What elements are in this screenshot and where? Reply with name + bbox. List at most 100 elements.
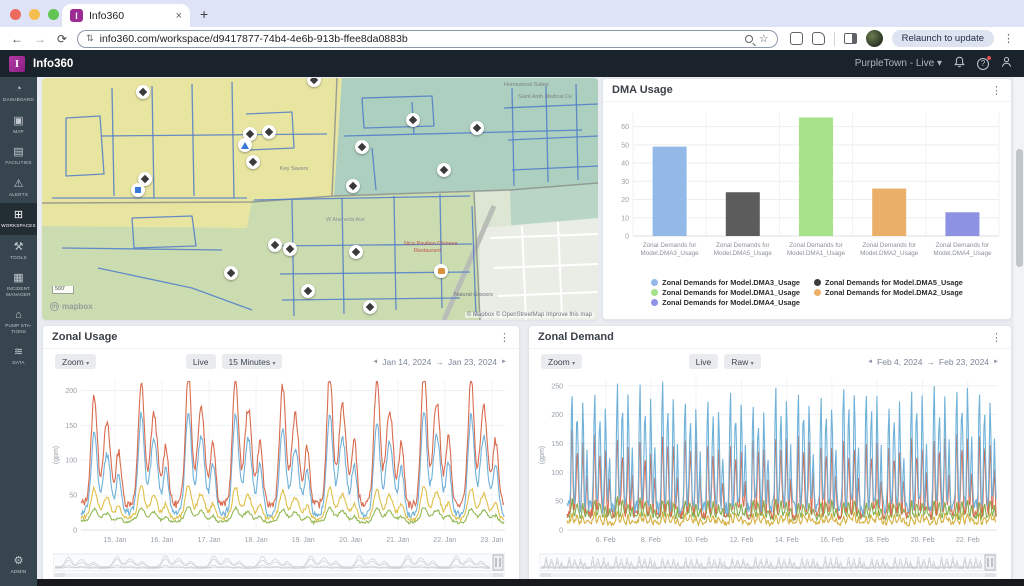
map-marker[interactable]: [136, 85, 150, 99]
sidebar-item-data[interactable]: ≋ DATA: [0, 340, 37, 372]
dma-legend-item[interactable]: Zonal Demands for Model.DMA5_Usage: [814, 278, 963, 287]
dma-legend-item[interactable]: Zonal Demands for Model.DMA4_Usage: [651, 298, 800, 307]
map-marker[interactable]: [307, 78, 321, 87]
demand-live-button[interactable]: Live: [688, 354, 719, 369]
map-marker[interactable]: [406, 113, 420, 127]
dma-legend-item[interactable]: Zonal Demands for Model.DMA1_Usage: [651, 288, 800, 297]
demand-zoom-dropdown[interactable]: Zoom ▾: [541, 354, 583, 369]
map-marker[interactable]: [224, 266, 238, 280]
demand-next-icon[interactable]: ►: [993, 358, 999, 365]
browser-tabstrip: I Info360 × +: [0, 0, 1024, 27]
map-marker[interactable]: [301, 284, 315, 298]
new-tab-button[interactable]: +: [200, 6, 209, 22]
sidebar-item-admin[interactable]: ⚙ ADMIN: [0, 549, 37, 581]
valve-diamond-icon: [408, 115, 418, 125]
mapbox-logo[interactable]: m mapbox: [50, 302, 93, 311]
map-marker-tri[interactable]: [238, 138, 252, 152]
navigator-handle: [984, 554, 996, 571]
bookmark-star-icon[interactable]: ☆: [758, 33, 769, 45]
reload-icon[interactable]: ⟳: [57, 31, 68, 46]
notifications-bell-icon[interactable]: [954, 56, 965, 71]
sidebar-item-workspaces[interactable]: ⊞ WORKSPACES: [0, 203, 37, 235]
back-icon[interactable]: ←: [11, 31, 23, 46]
sidebar-item-dashboard[interactable]: ◔ DASHBOARD: [0, 77, 37, 109]
dma-legend-item[interactable]: Zonal Demands for Model.DMA3_Usage: [651, 278, 800, 287]
map-marker[interactable]: [363, 300, 377, 314]
map-marker[interactable]: [355, 140, 369, 154]
map-marker[interactable]: [346, 179, 360, 193]
browser-tab[interactable]: I Info360 ×: [62, 4, 190, 27]
usage-line-chart[interactable]: 0 50 100 150 200 15. Jan 16. Jan 17. Jan 18. Jan…: [49, 374, 511, 546]
sidebar-item-incident-manager[interactable]: ▦ INCIDENT MANAGER: [0, 266, 37, 303]
tab-close-icon[interactable]: ×: [175, 9, 182, 22]
minimize-window-button[interactable]: [29, 9, 40, 20]
dma-legend-item[interactable]: Zonal Demands for Model.DMA2_Usage: [814, 288, 963, 297]
tab-title: Info360: [89, 9, 125, 22]
app-header: I Info360 PurpleTown - Live ▾ ?: [0, 50, 1024, 77]
map-marker[interactable]: [470, 121, 484, 135]
svg-text:Zonal Demands for: Zonal Demands for: [789, 242, 843, 249]
sidebar-item-facilities[interactable]: ▤ FACILITIES: [0, 140, 37, 172]
browser-menu-icon[interactable]: ⋮: [1003, 33, 1014, 45]
map-marker[interactable]: [437, 163, 451, 177]
extension-icon-1[interactable]: [789, 32, 803, 45]
map-marker[interactable]: [349, 245, 363, 259]
svg-text:(gpm): (gpm): [53, 446, 60, 464]
map-marker[interactable]: [243, 127, 257, 141]
close-window-button[interactable]: [10, 9, 21, 20]
map-place-label: Homewood Suites: [504, 82, 549, 88]
usage-navigator[interactable]: [52, 553, 506, 577]
page-scrollbar-thumb[interactable]: [1015, 149, 1023, 267]
demand-prev-icon[interactable]: ◄: [867, 358, 874, 365]
map-marker[interactable]: [283, 242, 297, 256]
side-panel-icon[interactable]: [843, 33, 857, 44]
demand-date-range[interactable]: ◄ Feb 4, 2024 → Feb 23, 2024 ►: [867, 356, 999, 367]
usage-date-range[interactable]: ◄ Jan 14, 2024 → Jan 23, 2024 ►: [372, 356, 507, 367]
dma-panel-menu-icon[interactable]: ⋮: [991, 84, 1002, 97]
svg-text:Model.DMA1_Usage: Model.DMA1_Usage: [787, 250, 846, 257]
map-marker-sq[interactable]: [131, 183, 145, 197]
map-marker[interactable]: [246, 155, 260, 169]
map-attribution[interactable]: © Mapbox © OpenStreetMap Improve this ma…: [464, 312, 594, 318]
map-marker-tank[interactable]: [434, 264, 448, 278]
demand-line-chart[interactable]: 0 50 100 150 200 250 6. Feb 8. Feb 10. Feb 12. Fe…: [535, 374, 1003, 546]
svg-text:16. Jan: 16. Jan: [150, 537, 173, 544]
bottom-strip: [37, 579, 1024, 586]
map-marker[interactable]: [268, 238, 282, 252]
valve-diamond-icon: [472, 123, 482, 133]
usage-zoom-dropdown[interactable]: Zoom ▾: [55, 354, 97, 369]
sidebar-item-pump-sta-tions[interactable]: ⌂ PUMP STA- TIONS: [0, 303, 37, 340]
zoom-page-icon[interactable]: [744, 34, 753, 43]
map-canvas[interactable]: Homewood Suites Saint Anth Medical Ce Key …: [42, 78, 598, 320]
legend-dot-icon: [651, 299, 659, 306]
sensor-triangle-icon: [241, 141, 249, 149]
profile-avatar[interactable]: [865, 30, 883, 47]
help-icon[interactable]: ?: [977, 55, 991, 70]
window-controls[interactable]: [10, 9, 59, 20]
url-bar[interactable]: ⇅ info360.com/workspace/d9417877-74b4-4e…: [77, 29, 778, 48]
usage-next-icon[interactable]: ►: [501, 358, 507, 365]
site-settings-icon[interactable]: ⇅: [86, 33, 94, 43]
demand-navigator[interactable]: [538, 553, 998, 577]
url-text[interactable]: info360.com/workspace/d9417877-74b4-4e6b…: [99, 32, 408, 45]
workspace-selector[interactable]: PurpleTown - Live ▾: [854, 58, 942, 69]
relaunch-button[interactable]: Relaunch to update: [891, 30, 994, 47]
sidebar-item-alerts[interactable]: ⚠ ALERTS: [0, 172, 37, 204]
map-marker[interactable]: [138, 172, 152, 186]
map-marker[interactable]: [262, 125, 276, 139]
usage-prev-icon[interactable]: ◄: [372, 358, 379, 365]
svg-text:100: 100: [65, 458, 77, 465]
forward-icon[interactable]: →: [34, 31, 46, 46]
usage-panel-menu-icon[interactable]: ⋮: [499, 331, 510, 344]
page-scrollbar[interactable]: [1014, 77, 1024, 579]
sidebar-item-tools[interactable]: ⚒ TOOLS: [0, 235, 37, 267]
user-icon[interactable]: [1001, 56, 1012, 71]
demand-panel-menu-icon[interactable]: ⋮: [991, 331, 1002, 344]
sidebar-item-map[interactable]: ▣ MAP: [0, 109, 37, 141]
usage-interval-dropdown[interactable]: 15 Minutes ▾: [221, 354, 283, 369]
extension-icon-2[interactable]: [811, 32, 825, 45]
demand-interval-dropdown[interactable]: Raw ▾: [724, 354, 761, 369]
usage-live-button[interactable]: Live: [185, 354, 216, 369]
maximize-window-button[interactable]: [48, 9, 59, 20]
